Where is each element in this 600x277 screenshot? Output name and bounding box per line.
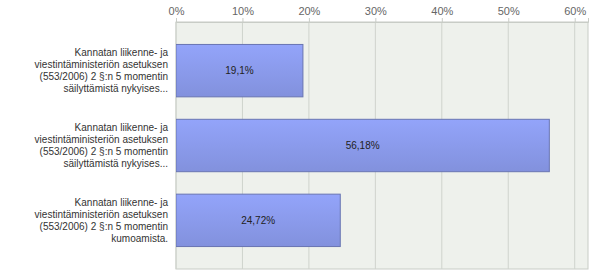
bars	[176, 44, 549, 246]
category-label-line: (553/2006) 2 §:n 5 momentin	[40, 146, 168, 157]
tick-mark	[176, 18, 177, 22]
data-labels: 19,1% 56,18% 24,72%	[225, 65, 379, 226]
tick-mark	[442, 18, 443, 22]
category-label-line: viestintäministeriön asetuksen	[35, 209, 168, 220]
data-label: 19,1%	[225, 65, 253, 76]
data-label: 56,18%	[346, 140, 380, 151]
category-label-line: Kannatan liikenne- ja	[75, 47, 169, 58]
grid	[176, 22, 575, 269]
tick-label: 20%	[298, 5, 320, 17]
category-label: Kannatan liikenne- javiestintäministeriö…	[35, 122, 169, 169]
category-label-line: (553/2006) 2 §:n 5 momentin	[40, 221, 168, 232]
tick-mark	[242, 18, 243, 22]
tick-label: 0%	[169, 5, 185, 17]
bar	[176, 44, 303, 96]
category-label: Kannatan liikenne- javiestintäministeriö…	[35, 47, 169, 94]
bar	[176, 119, 549, 171]
tick-mark	[575, 18, 576, 22]
category-label: Kannatan liikenne- javiestintäministeriö…	[35, 197, 169, 244]
tick: 0%	[169, 5, 185, 22]
plot: 0% 10% 20% 30% 40% 50% 60% 19,1% 56,18% 24,72% Kan…	[35, 5, 589, 269]
tick: 20%	[298, 5, 320, 22]
tick-label: 50%	[498, 5, 520, 17]
category-label-line: säilyttämistä nykyises...	[64, 158, 168, 169]
category-label-line: viestintäministeriön asetuksen	[35, 59, 168, 70]
category-labels: Kannatan liikenne- javiestintäministeriö…	[35, 47, 169, 244]
grid-line	[574, 22, 575, 269]
category-label-line: (553/2006) 2 §:n 5 momentin	[40, 71, 168, 82]
bar	[176, 194, 340, 246]
chart: 0% 10% 20% 30% 40% 50% 60% 19,1% 56,18% 24,72% Kan…	[0, 0, 600, 277]
tick-label: 60%	[564, 5, 586, 17]
tick: 40%	[431, 5, 453, 22]
tick: 10%	[232, 5, 254, 22]
tick-mark	[309, 18, 310, 22]
tick-mark	[508, 18, 509, 22]
category-label-line: Kannatan liikenne- ja	[75, 197, 169, 208]
tick: 60%	[564, 5, 586, 22]
category-label-line: säilyttämistä nykyises...	[64, 83, 168, 94]
data-label: 24,72%	[241, 215, 275, 226]
x-axis: 0% 10% 20% 30% 40% 50% 60%	[169, 5, 589, 23]
tick-label: 40%	[431, 5, 453, 17]
plot-background	[176, 22, 588, 269]
tick-mark	[375, 18, 376, 22]
tick-label: 30%	[365, 5, 387, 17]
tick-label: 10%	[232, 5, 254, 17]
category-label-line: kumoamista.	[111, 233, 168, 244]
tick: 50%	[498, 5, 520, 22]
category-label-line: viestintäministeriön asetuksen	[35, 134, 168, 145]
tick: 30%	[365, 5, 387, 22]
category-label-line: Kannatan liikenne- ja	[75, 122, 169, 133]
axis-line	[177, 18, 589, 23]
